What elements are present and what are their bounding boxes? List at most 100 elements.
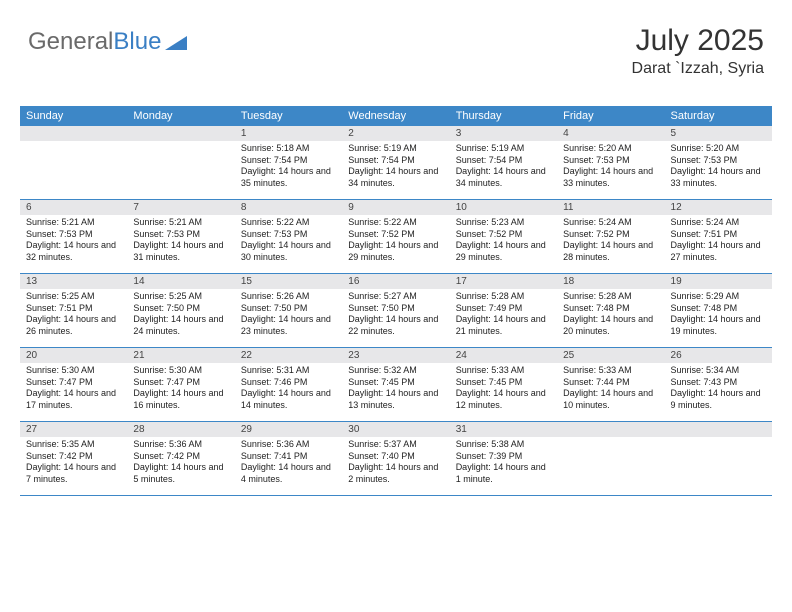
weekday-header: Thursday	[450, 106, 557, 126]
day-details: Sunrise: 5:30 AMSunset: 7:47 PMDaylight:…	[20, 363, 127, 416]
day-details: Sunrise: 5:37 AMSunset: 7:40 PMDaylight:…	[342, 437, 449, 490]
day-number: 17	[450, 274, 557, 289]
day-details: Sunrise: 5:36 AMSunset: 7:41 PMDaylight:…	[235, 437, 342, 490]
day-details: Sunrise: 5:34 AMSunset: 7:43 PMDaylight:…	[665, 363, 772, 416]
day-cell: 11Sunrise: 5:24 AMSunset: 7:52 PMDayligh…	[557, 200, 664, 273]
day-details: Sunrise: 5:31 AMSunset: 7:46 PMDaylight:…	[235, 363, 342, 416]
day-cell	[557, 422, 664, 495]
day-cell: 19Sunrise: 5:29 AMSunset: 7:48 PMDayligh…	[665, 274, 772, 347]
day-number: 4	[557, 126, 664, 141]
weekday-header: Monday	[127, 106, 234, 126]
day-details: Sunrise: 5:33 AMSunset: 7:44 PMDaylight:…	[557, 363, 664, 416]
day-number: 22	[235, 348, 342, 363]
day-details: Sunrise: 5:29 AMSunset: 7:48 PMDaylight:…	[665, 289, 772, 342]
day-details: Sunrise: 5:18 AMSunset: 7:54 PMDaylight:…	[235, 141, 342, 194]
weekday-header: Sunday	[20, 106, 127, 126]
day-number: 25	[557, 348, 664, 363]
day-number: 5	[665, 126, 772, 141]
day-number: 30	[342, 422, 449, 437]
day-cell: 14Sunrise: 5:25 AMSunset: 7:50 PMDayligh…	[127, 274, 234, 347]
day-number	[20, 126, 127, 141]
day-number: 21	[127, 348, 234, 363]
day-cell: 27Sunrise: 5:35 AMSunset: 7:42 PMDayligh…	[20, 422, 127, 495]
day-cell	[127, 126, 234, 199]
day-cell: 17Sunrise: 5:28 AMSunset: 7:49 PMDayligh…	[450, 274, 557, 347]
title-block: July 2025 Darat `Izzah, Syria	[632, 24, 764, 78]
day-cell: 12Sunrise: 5:24 AMSunset: 7:51 PMDayligh…	[665, 200, 772, 273]
day-cell: 8Sunrise: 5:22 AMSunset: 7:53 PMDaylight…	[235, 200, 342, 273]
location-label: Darat `Izzah, Syria	[632, 60, 764, 78]
day-cell: 22Sunrise: 5:31 AMSunset: 7:46 PMDayligh…	[235, 348, 342, 421]
day-cell: 16Sunrise: 5:27 AMSunset: 7:50 PMDayligh…	[342, 274, 449, 347]
day-number	[127, 126, 234, 141]
day-details: Sunrise: 5:22 AMSunset: 7:53 PMDaylight:…	[235, 215, 342, 268]
day-cell: 7Sunrise: 5:21 AMSunset: 7:53 PMDaylight…	[127, 200, 234, 273]
day-details: Sunrise: 5:28 AMSunset: 7:48 PMDaylight:…	[557, 289, 664, 342]
day-cell: 23Sunrise: 5:32 AMSunset: 7:45 PMDayligh…	[342, 348, 449, 421]
day-cell: 29Sunrise: 5:36 AMSunset: 7:41 PMDayligh…	[235, 422, 342, 495]
day-number: 10	[450, 200, 557, 215]
day-number: 27	[20, 422, 127, 437]
day-details: Sunrise: 5:25 AMSunset: 7:50 PMDaylight:…	[127, 289, 234, 342]
day-number	[665, 422, 772, 437]
day-details: Sunrise: 5:35 AMSunset: 7:42 PMDaylight:…	[20, 437, 127, 490]
week-row: 20Sunrise: 5:30 AMSunset: 7:47 PMDayligh…	[20, 348, 772, 422]
day-details: Sunrise: 5:21 AMSunset: 7:53 PMDaylight:…	[20, 215, 127, 268]
weekday-header: Wednesday	[342, 106, 449, 126]
day-number: 19	[665, 274, 772, 289]
day-number: 9	[342, 200, 449, 215]
day-details: Sunrise: 5:23 AMSunset: 7:52 PMDaylight:…	[450, 215, 557, 268]
day-details: Sunrise: 5:19 AMSunset: 7:54 PMDaylight:…	[342, 141, 449, 194]
day-cell: 10Sunrise: 5:23 AMSunset: 7:52 PMDayligh…	[450, 200, 557, 273]
week-row: 6Sunrise: 5:21 AMSunset: 7:53 PMDaylight…	[20, 200, 772, 274]
day-details: Sunrise: 5:28 AMSunset: 7:49 PMDaylight:…	[450, 289, 557, 342]
day-number: 12	[665, 200, 772, 215]
day-cell: 25Sunrise: 5:33 AMSunset: 7:44 PMDayligh…	[557, 348, 664, 421]
brand-part1: General	[28, 28, 113, 56]
day-cell: 21Sunrise: 5:30 AMSunset: 7:47 PMDayligh…	[127, 348, 234, 421]
day-cell: 13Sunrise: 5:25 AMSunset: 7:51 PMDayligh…	[20, 274, 127, 347]
day-cell: 15Sunrise: 5:26 AMSunset: 7:50 PMDayligh…	[235, 274, 342, 347]
day-number: 14	[127, 274, 234, 289]
day-number: 7	[127, 200, 234, 215]
day-number: 28	[127, 422, 234, 437]
day-cell: 20Sunrise: 5:30 AMSunset: 7:47 PMDayligh…	[20, 348, 127, 421]
day-number: 24	[450, 348, 557, 363]
day-details: Sunrise: 5:27 AMSunset: 7:50 PMDaylight:…	[342, 289, 449, 342]
day-number: 13	[20, 274, 127, 289]
day-number: 1	[235, 126, 342, 141]
day-number: 16	[342, 274, 449, 289]
day-details: Sunrise: 5:36 AMSunset: 7:42 PMDaylight:…	[127, 437, 234, 490]
weekday-header: Friday	[557, 106, 664, 126]
day-number: 15	[235, 274, 342, 289]
day-number: 23	[342, 348, 449, 363]
day-number: 2	[342, 126, 449, 141]
day-cell: 30Sunrise: 5:37 AMSunset: 7:40 PMDayligh…	[342, 422, 449, 495]
day-details: Sunrise: 5:26 AMSunset: 7:50 PMDaylight:…	[235, 289, 342, 342]
day-details: Sunrise: 5:21 AMSunset: 7:53 PMDaylight:…	[127, 215, 234, 268]
week-row: 1Sunrise: 5:18 AMSunset: 7:54 PMDaylight…	[20, 126, 772, 200]
brand-part2: Blue	[113, 28, 161, 56]
calendar-body: 1Sunrise: 5:18 AMSunset: 7:54 PMDaylight…	[20, 126, 772, 496]
day-details: Sunrise: 5:20 AMSunset: 7:53 PMDaylight:…	[557, 141, 664, 194]
day-cell: 5Sunrise: 5:20 AMSunset: 7:53 PMDaylight…	[665, 126, 772, 199]
day-cell: 1Sunrise: 5:18 AMSunset: 7:54 PMDaylight…	[235, 126, 342, 199]
day-cell	[20, 126, 127, 199]
day-cell	[665, 422, 772, 495]
day-cell: 18Sunrise: 5:28 AMSunset: 7:48 PMDayligh…	[557, 274, 664, 347]
weekday-header: Tuesday	[235, 106, 342, 126]
day-number: 26	[665, 348, 772, 363]
weekday-header: Saturday	[665, 106, 772, 126]
calendar-header-row: SundayMondayTuesdayWednesdayThursdayFrid…	[20, 106, 772, 126]
brand-triangle-icon	[165, 34, 187, 50]
day-cell: 31Sunrise: 5:38 AMSunset: 7:39 PMDayligh…	[450, 422, 557, 495]
day-details: Sunrise: 5:24 AMSunset: 7:51 PMDaylight:…	[665, 215, 772, 268]
day-details: Sunrise: 5:25 AMSunset: 7:51 PMDaylight:…	[20, 289, 127, 342]
day-cell: 24Sunrise: 5:33 AMSunset: 7:45 PMDayligh…	[450, 348, 557, 421]
day-details: Sunrise: 5:20 AMSunset: 7:53 PMDaylight:…	[665, 141, 772, 194]
day-number: 29	[235, 422, 342, 437]
day-cell: 2Sunrise: 5:19 AMSunset: 7:54 PMDaylight…	[342, 126, 449, 199]
brand-logo: GeneralBlue	[28, 28, 187, 56]
day-details: Sunrise: 5:38 AMSunset: 7:39 PMDaylight:…	[450, 437, 557, 490]
day-number: 20	[20, 348, 127, 363]
